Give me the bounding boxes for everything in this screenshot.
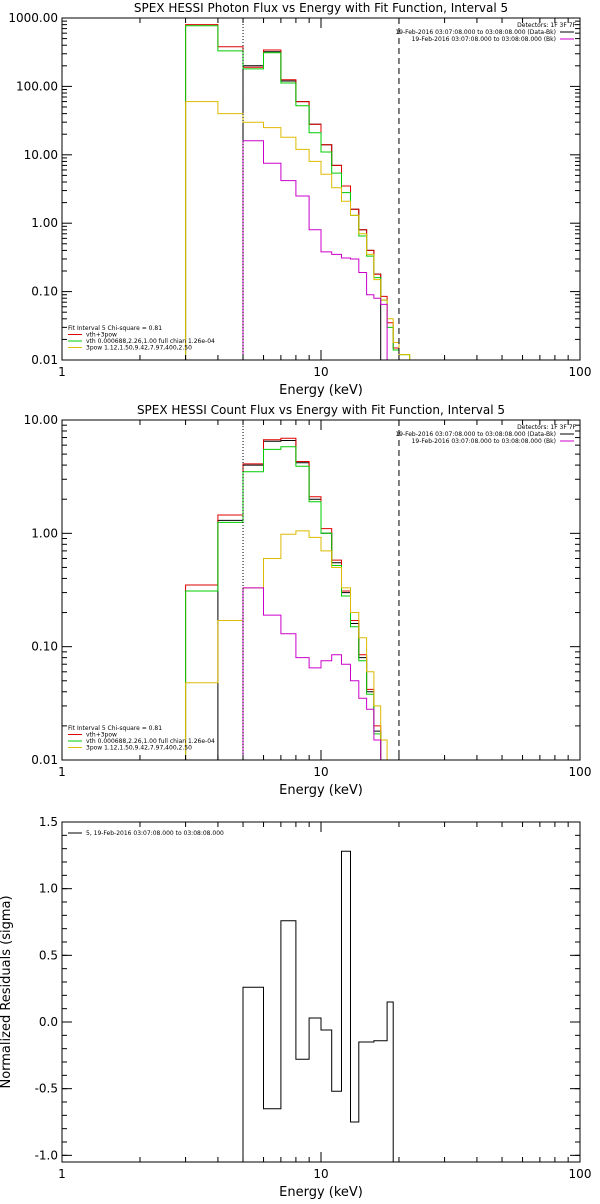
chart-resid-x-tick-label: 10 <box>313 1167 328 1181</box>
chart-count-title: SPEX HESSI Count Flux vs Energy with Fit… <box>137 403 505 417</box>
chart-count-x-tick-label: 100 <box>569 765 592 779</box>
chart-photon-y-tick-label: 1.00 <box>31 216 58 230</box>
chart-count-x-axis-label: Energy (keV) <box>279 783 363 798</box>
chart-resid-y-tick-label: 1.5 <box>39 815 58 829</box>
chart-count-series-2 <box>185 446 388 760</box>
chart-resid-y-tick-label: 1.0 <box>39 882 58 896</box>
chart-count-y-tick-label: 0.01 <box>31 753 58 767</box>
chart-photon-y-tick-label: 100.00 <box>16 79 58 93</box>
chart-count-y-tick-label: 1.00 <box>31 526 58 540</box>
chart-resid-y-tick-label: -1.0 <box>35 1148 58 1162</box>
chart-count-legend-entry: vth+3pow <box>86 732 117 739</box>
chart-photon-legend-entry: vth 0.000688,2.26,1.00 full chian 1.26e-… <box>86 338 215 345</box>
chart-photon-series-0 <box>242 51 382 360</box>
chart-count-x-tick-label: 10 <box>313 765 328 779</box>
chart-count-series-1 <box>185 437 382 760</box>
chart-count-info-line: 19-Feb-2016 03:07:08.000 to 03:08:08.000… <box>395 431 556 438</box>
chart-resid-legend-entry: 5, 19-Feb-2016 03:07:08.000 to 03:08:08.… <box>86 830 224 837</box>
chart-count-series-3 <box>185 530 394 760</box>
chart-resid-y-tick-label: -0.5 <box>35 1082 58 1096</box>
chart-count-legend-entry: vth 0.000688,2.26,1.00 full chian 1.26e-… <box>86 738 215 745</box>
chart-photon-info-line: Detectors: 1F 3F 7F <box>517 22 576 29</box>
chart-photon-info-line: 19-Feb-2016 03:07:08.000 to 03:08:08.000… <box>412 36 556 43</box>
chart-photon-x-tick-label: 10 <box>313 365 328 379</box>
chart-count-legend-entry: 3pow 1.12,1.50,9.42,7.97,400,2.50 <box>86 745 192 752</box>
chart-photon-y-tick-label: 0.01 <box>31 353 58 367</box>
chart-photon-y-tick-label: 1000.00 <box>8 11 58 25</box>
chart-photon-x-tick-label: 1 <box>58 365 66 379</box>
chart-count-x-tick-label: 1 <box>58 765 66 779</box>
chart-resid-series-0 <box>242 850 394 1162</box>
chart-photon-frame <box>61 17 581 361</box>
chart-count-info-line: Detectors: 1F 3F 7F <box>517 424 576 431</box>
chart-photon-series-3 <box>185 101 411 360</box>
chart-resid-y-tick-label: 0.0 <box>39 1015 58 1029</box>
chart-photon-y-tick-label: 10.00 <box>24 148 58 162</box>
chart-photon-x-tick-label: 100 <box>569 365 592 379</box>
chart-resid-x-tick-label: 100 <box>569 1167 592 1181</box>
chart-count-y-tick-label: 10.00 <box>24 413 58 427</box>
chart-photon-series-2 <box>185 25 411 360</box>
chart-resid-frame <box>61 821 581 1163</box>
chart-count-series-4 <box>242 587 388 760</box>
chart-photon-series-4 <box>242 140 394 360</box>
chart-photon-y-tick-label: 0.10 <box>31 285 58 299</box>
chart-count-info-line: 19-Feb-2016 03:07:08.000 to 03:08:08.000… <box>412 438 556 445</box>
chart-resid-y-tick-label: 0.5 <box>39 948 58 962</box>
chart-count-legend-entry: Fit Interval 5 Chi-square = 0.81 <box>68 725 162 732</box>
chart-photon-legend-entry: Fit Interval 5 Chi-square = 0.81 <box>68 325 162 332</box>
chart-photon-legend-entry: vth+3pow <box>86 332 117 339</box>
chart-resid-x-tick-label: 1 <box>58 1167 66 1181</box>
chart-photon-title: SPEX HESSI Photon Flux vs Energy with Fi… <box>134 1 508 15</box>
chart-count-y-tick-label: 0.10 <box>31 640 58 654</box>
chart-photon-legend-entry: 3pow 1.12,1.50,9.42,7.97,400,2.50 <box>86 345 192 352</box>
chart-count-series-0 <box>217 440 382 760</box>
chart-resid-y-axis-label: Normalized Residuals (sigma) <box>0 895 14 1088</box>
chart-count-frame <box>61 419 581 761</box>
chart-resid-x-axis-label: Energy (keV) <box>279 1185 363 1200</box>
chart-photon-x-axis-label: Energy (keV) <box>279 383 363 398</box>
chart-photon-series-1 <box>185 24 400 360</box>
chart-photon-info-line: 19-Feb-2016 03:07:08.000 to 03:08:08.000… <box>395 29 556 36</box>
